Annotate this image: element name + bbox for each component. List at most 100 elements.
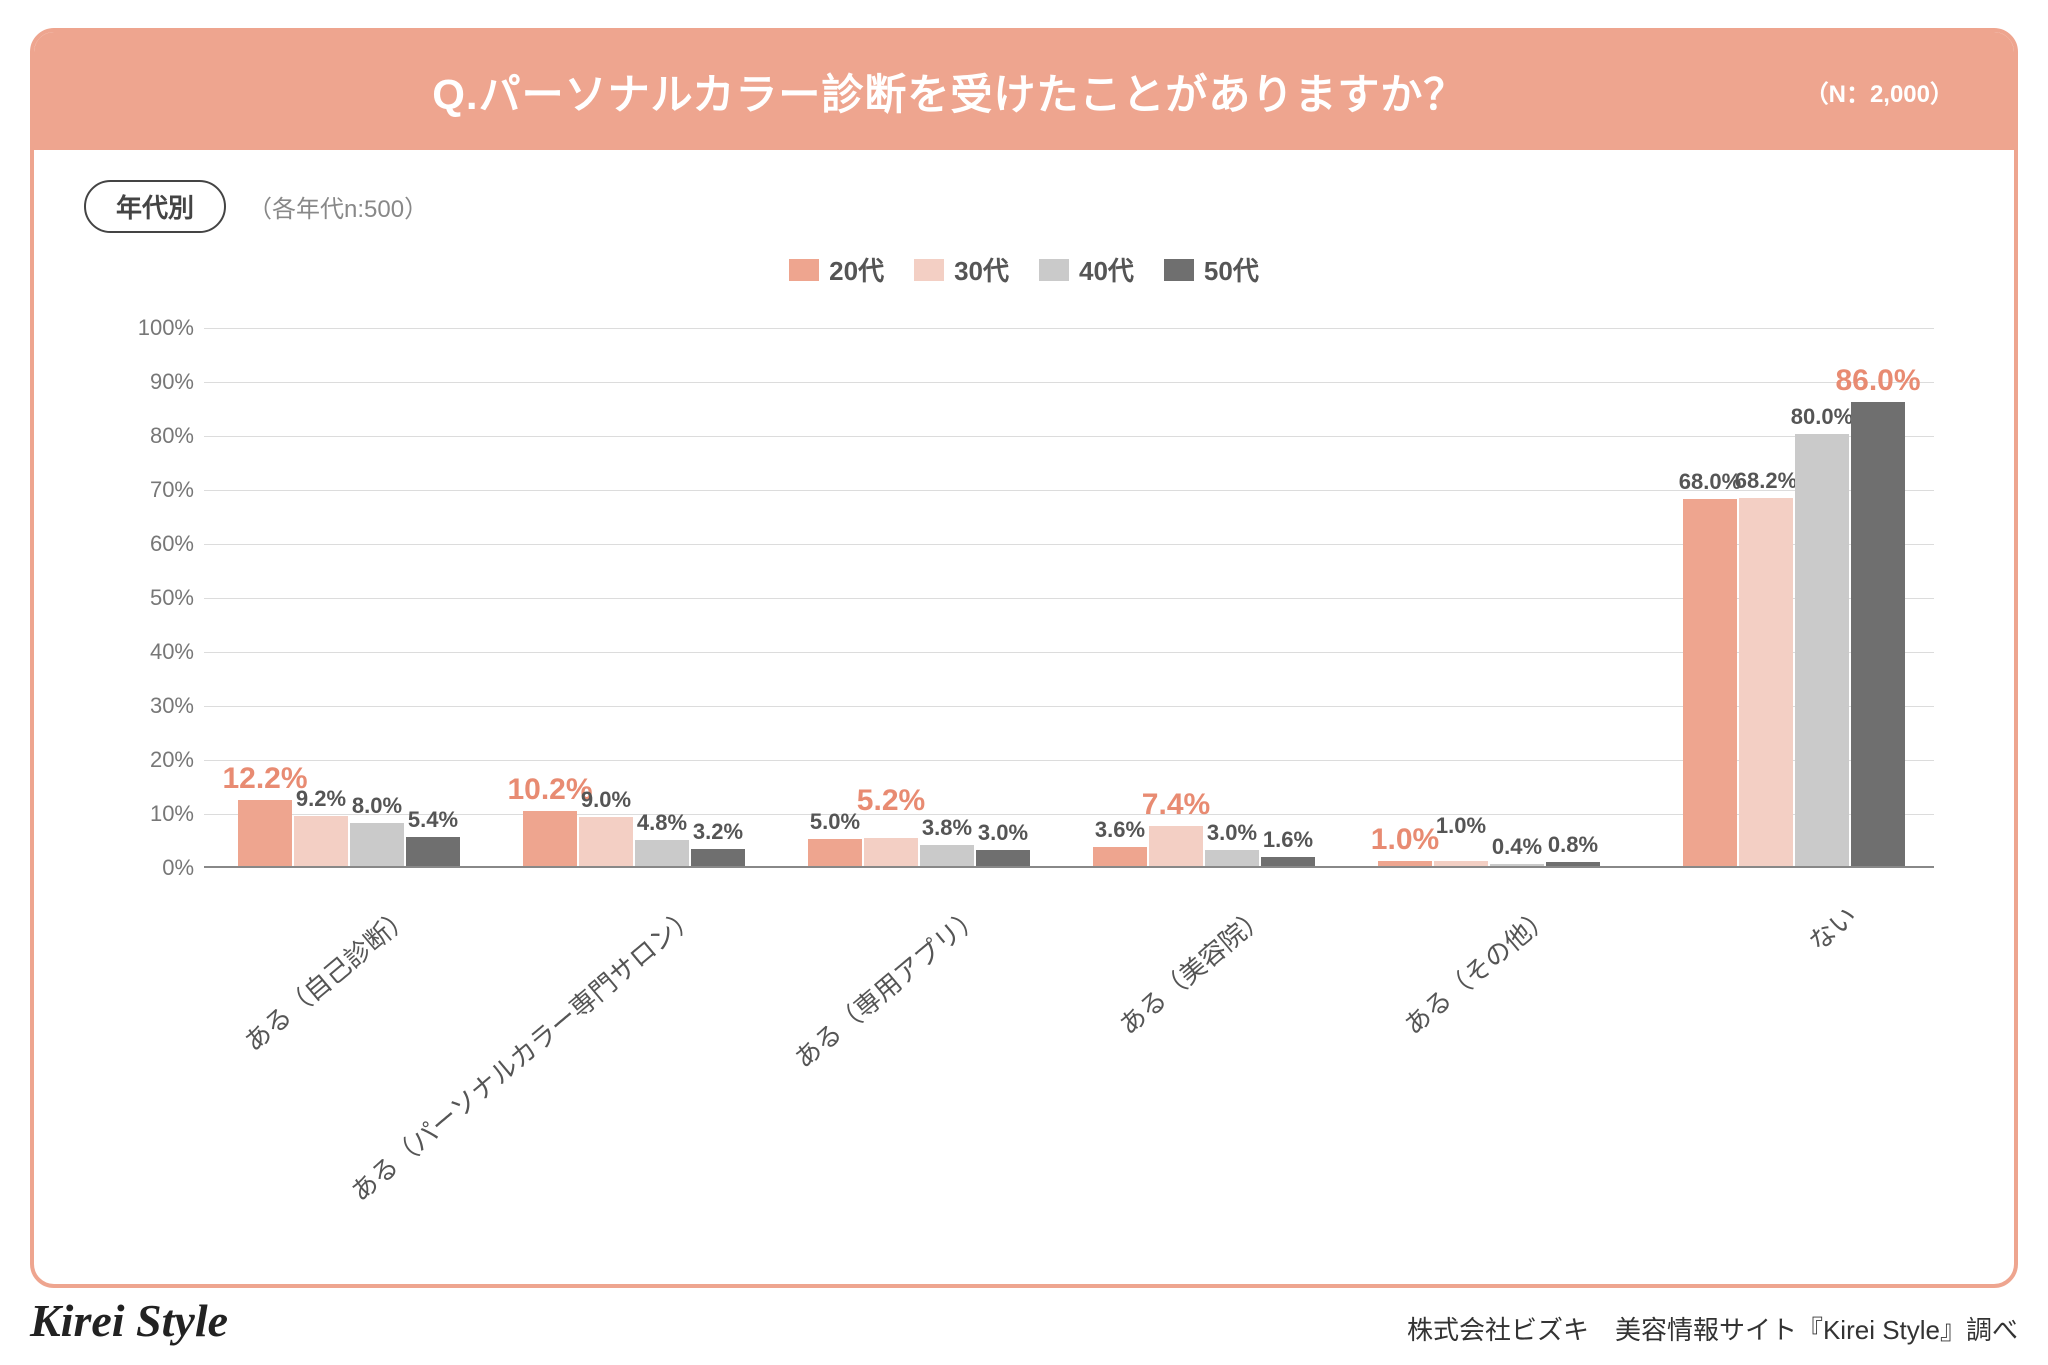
age-group-pill: 年代別: [84, 180, 226, 233]
bar-wrap: 3.2%: [691, 849, 745, 866]
bar: [406, 837, 460, 866]
chart-title: Q.パーソナルカラー診断を受けたことがありますか？: [94, 61, 1805, 122]
y-tick-label: 60%: [114, 531, 194, 557]
category-label: ある（自己診断）: [210, 866, 419, 1059]
bar: [238, 800, 292, 866]
bar-wrap: 80.0%: [1795, 434, 1849, 866]
bar-wrap: 68.2%: [1739, 498, 1793, 866]
bar-wrap: 12.2%: [238, 800, 292, 866]
value-label: 3.0%: [1207, 820, 1257, 850]
legend-swatch: [1039, 259, 1069, 281]
value-label: 12.2%: [222, 762, 307, 800]
brand-logo: Kirei Style: [30, 1294, 228, 1347]
value-label: 8.0%: [352, 793, 402, 823]
y-tick-label: 50%: [114, 585, 194, 611]
value-label: 3.2%: [693, 819, 743, 849]
bar-wrap: 3.6%: [1093, 847, 1147, 866]
bar-wrap: 5.4%: [406, 837, 460, 866]
category-label: ある（専用アプリ）: [760, 866, 989, 1075]
bar: [1795, 434, 1849, 866]
legend-swatch: [789, 259, 819, 281]
value-label: 10.2%: [507, 773, 592, 811]
value-label: 80.0%: [1791, 404, 1853, 434]
grid-line: [204, 652, 1934, 653]
legend: 20代30代40代50代: [34, 233, 2014, 288]
bar-wrap: 9.0%: [579, 817, 633, 866]
y-tick-label: 0%: [114, 855, 194, 881]
bar: [1739, 498, 1793, 866]
y-tick-label: 100%: [114, 315, 194, 341]
bar: [294, 816, 348, 866]
bar: [864, 838, 918, 866]
category-group: 68.0%68.2%80.0%86.0%ない: [1683, 402, 1905, 866]
grid-line: [204, 436, 1934, 437]
value-label: 68.0%: [1679, 469, 1741, 499]
category-label: ある（その他）: [1370, 866, 1559, 1042]
bar: [920, 845, 974, 866]
value-label: 3.6%: [1095, 817, 1145, 847]
value-label: 5.4%: [408, 807, 458, 837]
legend-swatch: [1164, 259, 1194, 281]
grid-line: [204, 382, 1934, 383]
legend-label: 50代: [1204, 251, 1259, 288]
value-label: 4.8%: [637, 810, 687, 840]
grid-line: [204, 544, 1934, 545]
bar: [635, 840, 689, 866]
plot-area: 0%10%20%30%40%50%60%70%80%90%100%12.2%9.…: [204, 328, 1934, 868]
y-tick-label: 90%: [114, 369, 194, 395]
bar: [350, 823, 404, 866]
value-label: 9.2%: [296, 786, 346, 816]
header-bar: Q.パーソナルカラー診断を受けたことがありますか？ （N：2,000）: [34, 32, 2014, 150]
value-label: 1.0%: [1371, 823, 1439, 861]
category-group: 3.6%7.4%3.0%1.6%ある（美容院）: [1093, 826, 1315, 866]
y-tick-label: 10%: [114, 801, 194, 827]
subheader-row: 年代別 （各年代n:500）: [34, 150, 2014, 233]
bar: [579, 817, 633, 866]
grid-line: [204, 598, 1934, 599]
legend-label: 30代: [954, 251, 1009, 288]
value-label: 5.0%: [810, 809, 860, 839]
bar-wrap: 8.0%: [350, 823, 404, 866]
category-group: 12.2%9.2%8.0%5.4%ある（自己診断）: [238, 800, 460, 866]
footer: Kirei Style 株式会社ビズキ 美容情報サイト『Kirei Style』…: [30, 1294, 2018, 1347]
bar: [1851, 402, 1905, 866]
y-tick-label: 80%: [114, 423, 194, 449]
bar: [1490, 864, 1544, 866]
bar-wrap: 5.0%: [808, 839, 862, 866]
bar-wrap: 0.8%: [1546, 862, 1600, 866]
chart-area: 0%10%20%30%40%50%60%70%80%90%100%12.2%9.…: [94, 298, 1954, 1258]
value-label: 0.4%: [1492, 834, 1542, 864]
credit-line: 株式会社ビズキ 美容情報サイト『Kirei Style』調べ: [1407, 1310, 2018, 1347]
grid-line: [204, 814, 1934, 815]
grid-line: [204, 706, 1934, 707]
bar: [1683, 499, 1737, 866]
value-label: 0.8%: [1548, 832, 1598, 862]
category-group: 10.2%9.0%4.8%3.2%ある（パーソナルカラー専門サロン）: [523, 811, 745, 866]
grid-line: [204, 328, 1934, 329]
bar-wrap: 9.2%: [294, 816, 348, 866]
legend-item: 30代: [914, 251, 1009, 288]
bar-wrap: 1.6%: [1261, 857, 1315, 866]
value-label: 1.6%: [1263, 827, 1313, 857]
bar-wrap: 3.0%: [1205, 850, 1259, 866]
bar-wrap: 68.0%: [1683, 499, 1737, 866]
value-label: 3.0%: [978, 820, 1028, 850]
value-label: 5.2%: [857, 784, 925, 838]
bar-wrap: 3.0%: [976, 850, 1030, 866]
grid-line: [204, 490, 1934, 491]
bar: [1149, 826, 1203, 866]
value-label: 1.0%: [1436, 813, 1486, 861]
category-group: 5.0%5.2%3.8%3.0%ある（専用アプリ）: [808, 838, 1030, 866]
bar: [808, 839, 862, 866]
y-tick-label: 20%: [114, 747, 194, 773]
legend-item: 40代: [1039, 251, 1134, 288]
value-label: 86.0%: [1835, 364, 1920, 402]
bar-wrap: 5.2%: [864, 838, 918, 866]
bar-wrap: 1.0%: [1434, 861, 1488, 866]
value-label: 9.0%: [581, 787, 631, 817]
bar: [1261, 857, 1315, 866]
bar: [1434, 861, 1488, 866]
bar: [1378, 861, 1432, 866]
bar-wrap: 86.0%: [1851, 402, 1905, 866]
bar-wrap: 3.8%: [920, 845, 974, 866]
